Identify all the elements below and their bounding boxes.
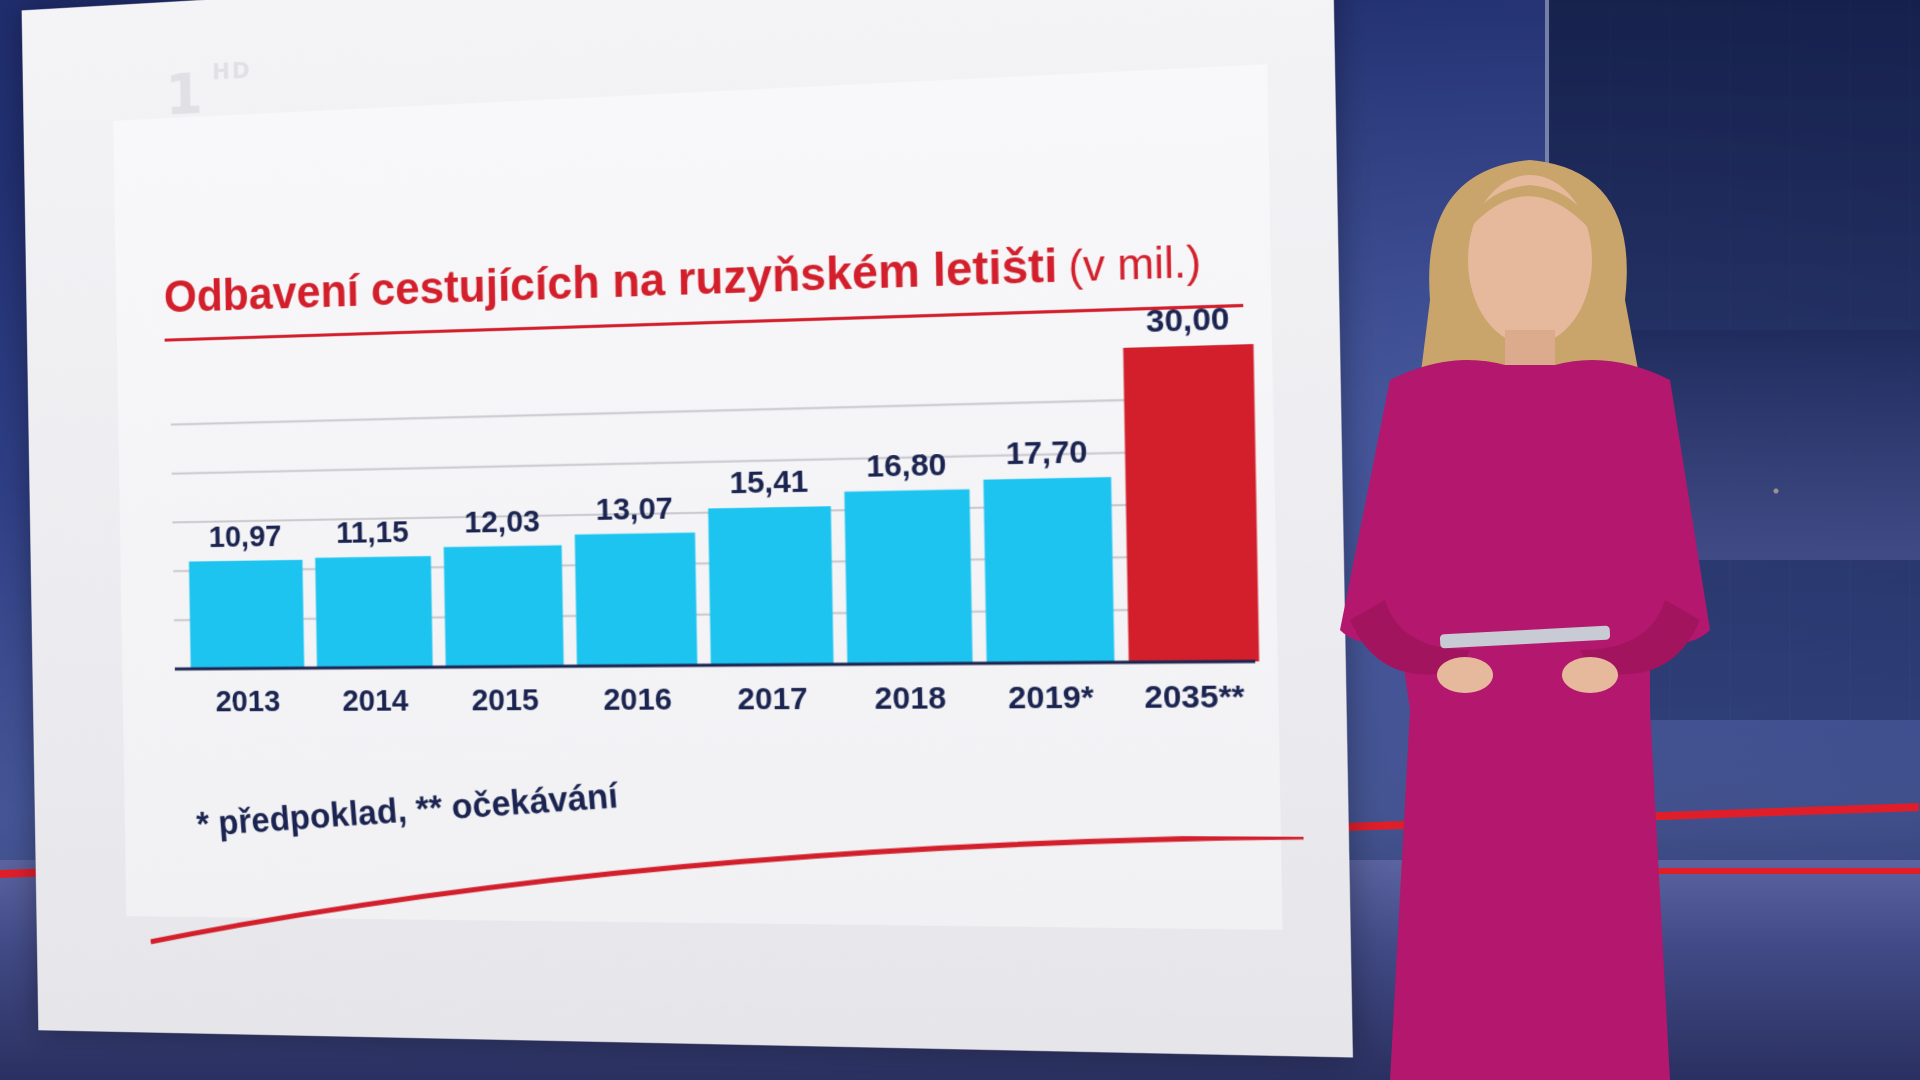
category-label-2016: 2016 bbox=[603, 682, 672, 717]
bar-2035** bbox=[1123, 344, 1260, 663]
chart-unit-label: (v mil.) bbox=[1067, 238, 1202, 292]
category-label-2017: 2017 bbox=[737, 681, 808, 716]
gridline bbox=[171, 397, 1251, 425]
news-presenter bbox=[1340, 160, 1710, 1080]
bar-2017 bbox=[708, 506, 834, 666]
bar-2016 bbox=[574, 532, 698, 667]
value-label-2017: 15,41 bbox=[729, 464, 808, 501]
value-label-2016: 13,07 bbox=[595, 491, 673, 527]
category-label-2019*: 2019* bbox=[1008, 680, 1095, 716]
category-label-2014: 2014 bbox=[342, 684, 409, 718]
channel-logo-hd: HD bbox=[211, 58, 252, 86]
value-label-2014: 11,15 bbox=[336, 515, 409, 550]
channel-logo: 1 HD bbox=[165, 58, 253, 128]
bar-2018 bbox=[844, 489, 973, 665]
value-label-2013: 10,97 bbox=[208, 519, 281, 554]
value-label-2019*: 17,70 bbox=[1005, 434, 1088, 472]
channel-logo-number: 1 bbox=[164, 60, 206, 129]
category-label-2013: 2013 bbox=[215, 684, 280, 718]
bar-2015 bbox=[443, 545, 564, 668]
value-label-2015: 12,03 bbox=[464, 504, 540, 540]
presenter-face bbox=[1468, 175, 1592, 345]
bar-chart: 10,97 2013 11,15 2014 12,03 2015 13,07 2016 15,4… bbox=[170, 301, 1279, 718]
presenter-dress bbox=[1340, 360, 1710, 1080]
value-label-2018: 16,80 bbox=[866, 447, 947, 484]
floor-red-stripe-right bbox=[1600, 868, 1920, 874]
bar-2014 bbox=[315, 556, 433, 669]
category-label-2015: 2015 bbox=[471, 683, 539, 718]
tablet bbox=[1439, 625, 1611, 649]
video-wall: 1 HD Odbavení cestujících na ruzyňském le… bbox=[21, 0, 1353, 1058]
bar-2013 bbox=[188, 559, 305, 669]
chart-screen: 1 HD Odbavení cestujících na ruzyňském le… bbox=[21, 0, 1353, 1058]
gridline bbox=[172, 450, 1252, 474]
category-label-2018: 2018 bbox=[874, 681, 946, 717]
value-label-2035**: 30,00 bbox=[1146, 301, 1230, 340]
bottom-red-curve bbox=[149, 831, 1306, 969]
category-label-2035**: 2035** bbox=[1144, 679, 1246, 716]
bar-2019* bbox=[983, 477, 1115, 664]
